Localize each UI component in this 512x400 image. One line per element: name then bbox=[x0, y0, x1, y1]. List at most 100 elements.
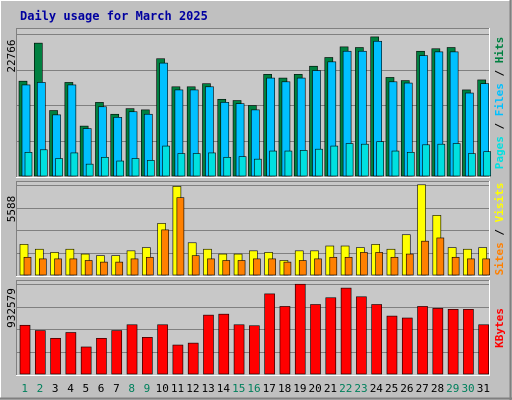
pages-bar bbox=[192, 153, 201, 177]
visits-sites-legend-visits: Visits bbox=[493, 183, 506, 223]
sites-bar bbox=[375, 252, 383, 276]
day-tick-label: 27 bbox=[416, 382, 429, 395]
day-tick-label: 19 bbox=[293, 382, 306, 395]
chart-panels: 22766 Pages / Files / Hits 5588 Sites / Vis… bbox=[5, 28, 506, 395]
kbytes-bar bbox=[432, 308, 444, 375]
kbytes-bar bbox=[233, 324, 245, 375]
kbytes-bar bbox=[80, 346, 92, 375]
kbytes-bar bbox=[187, 342, 199, 375]
pages-bar bbox=[299, 150, 308, 177]
kbytes-ymax-label: 932579 bbox=[5, 288, 18, 328]
kbytes-bar bbox=[218, 313, 230, 375]
day-tick-label: 7 bbox=[113, 382, 120, 395]
day-tick-label: 17 bbox=[263, 382, 276, 395]
day-tick-label: 3 bbox=[52, 382, 59, 395]
sites-bar bbox=[360, 252, 368, 276]
sites-bar bbox=[130, 258, 139, 276]
hits-files-pages-panel: 22766 Pages / Files / Hits bbox=[5, 28, 506, 178]
pages-bar bbox=[177, 153, 186, 177]
day-tick-label: 21 bbox=[324, 382, 337, 395]
sites-bar bbox=[176, 197, 185, 276]
kbytes-legend-kbytes: KBytes bbox=[493, 308, 506, 348]
kbytes-bar bbox=[417, 306, 428, 375]
sites-bar bbox=[467, 258, 475, 276]
kbytes-bar bbox=[157, 324, 168, 375]
pages-bar bbox=[330, 145, 339, 177]
visits-sites-panel: 5588 Sites / Visits bbox=[5, 181, 506, 277]
pages-bar bbox=[101, 156, 109, 177]
kbytes-bar bbox=[19, 324, 31, 375]
pages-bar bbox=[238, 156, 247, 177]
kbytes-bar bbox=[386, 315, 398, 375]
pages-bar bbox=[208, 152, 216, 177]
hits-files-pages-legend-sep2: / bbox=[493, 63, 506, 83]
sites-bar bbox=[390, 256, 399, 276]
pages-bar bbox=[70, 152, 79, 177]
day-tick-label: 30 bbox=[461, 382, 474, 395]
sites-bar bbox=[207, 258, 215, 276]
day-tick-label: 12 bbox=[186, 382, 199, 395]
sites-bar bbox=[146, 256, 154, 276]
sites-bar bbox=[283, 261, 292, 276]
kbytes-bar bbox=[203, 314, 214, 375]
kbytes-bar bbox=[50, 337, 61, 375]
kbytes-bar bbox=[34, 330, 46, 375]
day-tick-label: 4 bbox=[67, 382, 74, 395]
day-tick-label: 29 bbox=[446, 382, 459, 395]
visits-sites-legend-sites: Sites bbox=[493, 242, 506, 275]
day-tick-label: 5 bbox=[82, 382, 89, 395]
day-tick-label: 24 bbox=[370, 382, 384, 395]
kbytes-bar bbox=[65, 332, 77, 375]
day-tick-label: 2 bbox=[37, 382, 44, 395]
visits-sites-legend-sep1: / bbox=[493, 222, 506, 242]
pages-bar bbox=[162, 145, 170, 177]
day-tick-label: 8 bbox=[128, 382, 135, 395]
sites-bar bbox=[100, 261, 108, 276]
kbytes-legend: KBytes bbox=[493, 308, 506, 348]
chart-title: Daily usage for March 2025 bbox=[20, 9, 208, 23]
kbytes-bar bbox=[356, 296, 367, 375]
kbytes-bar bbox=[401, 317, 413, 375]
kbytes-panel: 932579 KBytes bbox=[5, 280, 506, 376]
kbytes-bar bbox=[111, 330, 123, 375]
sites-bar bbox=[38, 258, 47, 276]
pages-bar bbox=[483, 151, 492, 177]
pages-bar bbox=[468, 153, 476, 177]
sites-bar bbox=[191, 255, 200, 276]
day-tick-label: 15 bbox=[232, 382, 245, 395]
hits-files-pages-legend-hits: Hits bbox=[493, 37, 506, 64]
kbytes-bar bbox=[340, 287, 352, 375]
kbytes-bar bbox=[126, 324, 138, 375]
kbytes-bar bbox=[325, 297, 337, 375]
pages-bar bbox=[116, 160, 125, 177]
day-tick-label: 11 bbox=[171, 382, 184, 395]
sites-bar bbox=[237, 260, 246, 276]
visits-sites-legend: Sites / Visits bbox=[493, 183, 506, 276]
pages-bar bbox=[437, 143, 446, 177]
pages-bar bbox=[269, 150, 277, 177]
sites-bar bbox=[314, 258, 322, 276]
sites-bar bbox=[268, 258, 276, 276]
sites-bar bbox=[253, 258, 261, 276]
pages-bar bbox=[223, 156, 232, 177]
day-tick-label: 6 bbox=[98, 382, 105, 395]
day-tick-label: 26 bbox=[400, 382, 413, 395]
sites-bar bbox=[344, 256, 353, 276]
hits-files-pages-legend-pages: Pages bbox=[493, 136, 506, 169]
kbytes-bar bbox=[142, 337, 153, 375]
kbytes-bar bbox=[96, 337, 107, 375]
sites-bar bbox=[161, 229, 169, 276]
kbytes-bar bbox=[294, 283, 306, 375]
sites-bar bbox=[482, 258, 491, 276]
pages-bar bbox=[345, 143, 354, 177]
hits-files-pages-ymax-label: 22766 bbox=[5, 39, 18, 72]
visits-sites-ymax-label: 5588 bbox=[5, 196, 18, 223]
kbytes-bar bbox=[279, 306, 291, 375]
kbytes-bar bbox=[478, 324, 490, 375]
hits-files-pages-legend: Pages / Files / Hits bbox=[493, 37, 506, 170]
sites-bar bbox=[222, 260, 231, 276]
pages-bar bbox=[452, 143, 461, 177]
sites-bar bbox=[451, 256, 460, 276]
hits-files-pages-legend-files: Files bbox=[493, 83, 506, 116]
